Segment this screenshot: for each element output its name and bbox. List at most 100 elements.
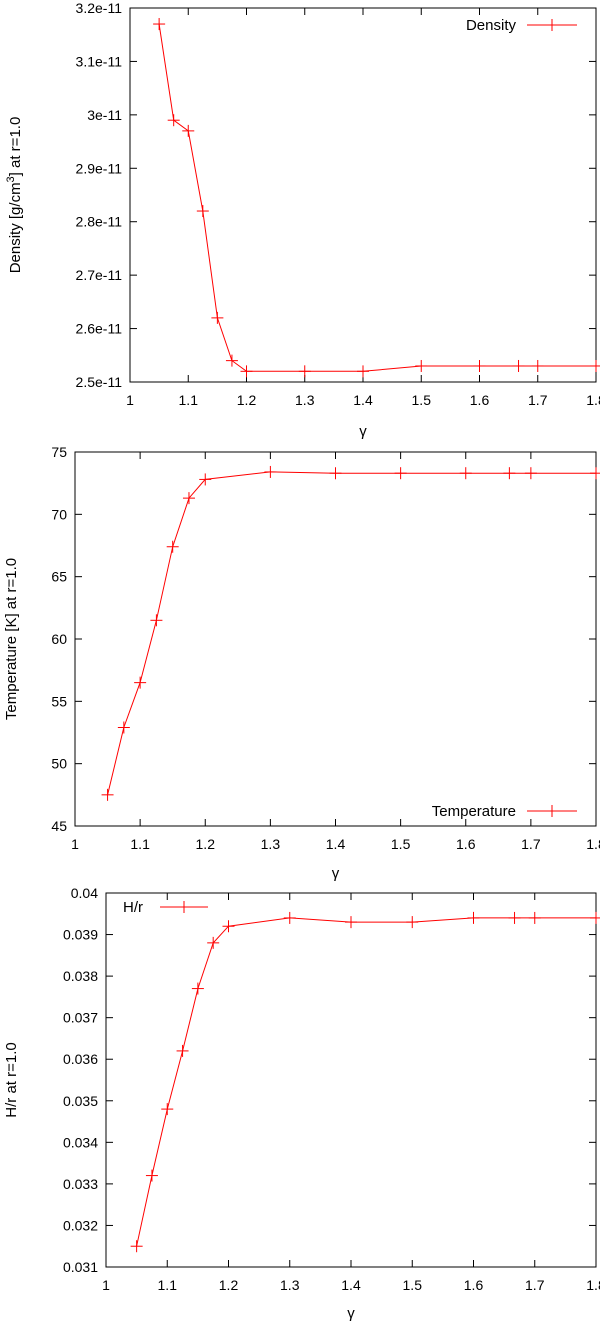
- x-tick-label: 1.7: [521, 836, 541, 852]
- y-tick-label: 2.8e-11: [76, 214, 123, 230]
- data-point: [415, 359, 428, 372]
- y-axis-label: H/r at r=1.0: [3, 1042, 20, 1117]
- x-tick-label: 1.7: [528, 392, 548, 408]
- legend-label: Temperature: [432, 803, 516, 820]
- x-tick-label: 1.1: [179, 392, 199, 408]
- y-tick-label: 45: [51, 818, 67, 834]
- x-tick-label: 1.1: [130, 836, 150, 852]
- x-tick-label: 1.2: [219, 1277, 239, 1293]
- data-point: [134, 676, 147, 689]
- x-tick-label: 1.2: [237, 392, 257, 408]
- data-point: [394, 467, 407, 480]
- data-point: [222, 920, 235, 933]
- x-tick-label: 1.6: [464, 1277, 484, 1293]
- legend: H/r: [123, 899, 208, 916]
- data-point: [199, 473, 212, 486]
- x-tick-label: 1: [126, 392, 134, 408]
- x-tick-label: 1.6: [470, 392, 490, 408]
- data-point: [161, 1103, 174, 1116]
- x-tick-label: 1.1: [158, 1277, 178, 1293]
- data-point: [590, 359, 600, 372]
- data-point: [101, 788, 114, 801]
- data-point: [524, 467, 537, 480]
- data-point: [166, 540, 179, 553]
- data-point: [283, 911, 296, 924]
- data-point: [512, 359, 525, 372]
- y-axis-label-post: ] at r=1.0: [7, 117, 24, 177]
- data-point: [467, 911, 480, 924]
- data-point: [211, 311, 224, 324]
- data-point: [528, 911, 541, 924]
- x-tick-label: 1.6: [456, 836, 476, 852]
- data-point: [117, 721, 130, 734]
- series-line: [107, 471, 596, 795]
- y-tick-label: 0.032: [63, 1217, 98, 1233]
- chart-panel-1: 1 1.1 1.2 1.3 1.4 1.5 1.6 1.7 1.8 2.5e-11 2.6e-11 2…: [5, 0, 600, 440]
- y-tick-label: 3.2e-11: [76, 0, 123, 16]
- data-point: [153, 18, 166, 31]
- y-tick-label: 0.033: [63, 1176, 98, 1192]
- y-tick-label: 0.038: [63, 968, 98, 984]
- plot-frame: [105, 892, 597, 1268]
- data-point: [357, 365, 369, 378]
- data-point: [329, 467, 342, 480]
- y-tick-label: 2.7e-11: [76, 267, 123, 283]
- y-tick-label: 0.039: [63, 927, 98, 943]
- x-tick-label: 1.5: [391, 836, 411, 852]
- x-tick-label: 1.3: [261, 836, 281, 852]
- legend-marker: [178, 901, 190, 913]
- y-tick-label: 60: [51, 631, 67, 647]
- y-tick-label: 0.034: [63, 1134, 98, 1150]
- plot-frame: [74, 451, 597, 827]
- data-point: [167, 114, 180, 127]
- y-axis-label-sup: 3: [5, 176, 17, 182]
- series-line: [158, 23, 596, 372]
- legend: Temperature: [432, 803, 577, 820]
- data-point: [176, 1044, 189, 1057]
- x-tick-label: 1.8: [586, 392, 600, 408]
- x-tick-label: 1.8: [586, 1277, 600, 1293]
- y-tick-label: 55: [51, 693, 67, 709]
- y-tick-label: 70: [51, 506, 67, 522]
- y-tick-label: 50: [51, 756, 67, 772]
- y-tick-label: 65: [51, 569, 67, 585]
- data-point: [196, 205, 209, 218]
- data-point: [508, 911, 521, 924]
- legend-label: Density: [466, 17, 517, 34]
- chart-panel-2: 1 1.1 1.2 1.3 1.4 1.5 1.6 1.7 1.8 45 50 55 60 65 70 75 γ…: [3, 444, 600, 882]
- data-point: [182, 492, 195, 505]
- data-point: [182, 124, 195, 137]
- x-tick-label: 1.4: [326, 836, 346, 852]
- data-point: [145, 1169, 158, 1182]
- x-tick-label: 1.5: [403, 1277, 423, 1293]
- y-tick-label: 0.035: [63, 1093, 98, 1109]
- y-tick-label: 0.04: [71, 885, 98, 901]
- data-point: [503, 467, 516, 480]
- data-point: [240, 365, 253, 378]
- data-point: [590, 911, 600, 924]
- data-point: [298, 365, 311, 378]
- x-tick-label: 1.3: [280, 1277, 300, 1293]
- y-tick-label: 0.036: [63, 1051, 98, 1067]
- data-point: [191, 982, 204, 995]
- data-point: [207, 936, 220, 949]
- data-point: [264, 465, 277, 478]
- data-point: [590, 467, 600, 480]
- x-tick-label: 1: [102, 1277, 110, 1293]
- y-tick-label: 2.9e-11: [76, 160, 123, 176]
- chart-panel-3: 1 1.1 1.2 1.3 1.4 1.5 1.6 1.7 1.8 0.031 0.032 0.033…: [3, 885, 600, 1322]
- legend-marker: [546, 805, 558, 817]
- data-point: [225, 354, 238, 367]
- data-point: [459, 467, 472, 480]
- data-point: [130, 1240, 143, 1253]
- series-line: [136, 917, 596, 1247]
- data-point: [531, 359, 544, 372]
- y-tick-label: 3.1e-11: [76, 53, 123, 69]
- x-tick-label: 1.3: [295, 392, 315, 408]
- y-tick-label: 3e-11: [87, 107, 122, 123]
- data-point: [150, 614, 163, 627]
- x-axis-label: γ: [347, 1305, 355, 1322]
- legend-label: H/r: [123, 899, 143, 916]
- x-tick-label: 1.5: [412, 392, 432, 408]
